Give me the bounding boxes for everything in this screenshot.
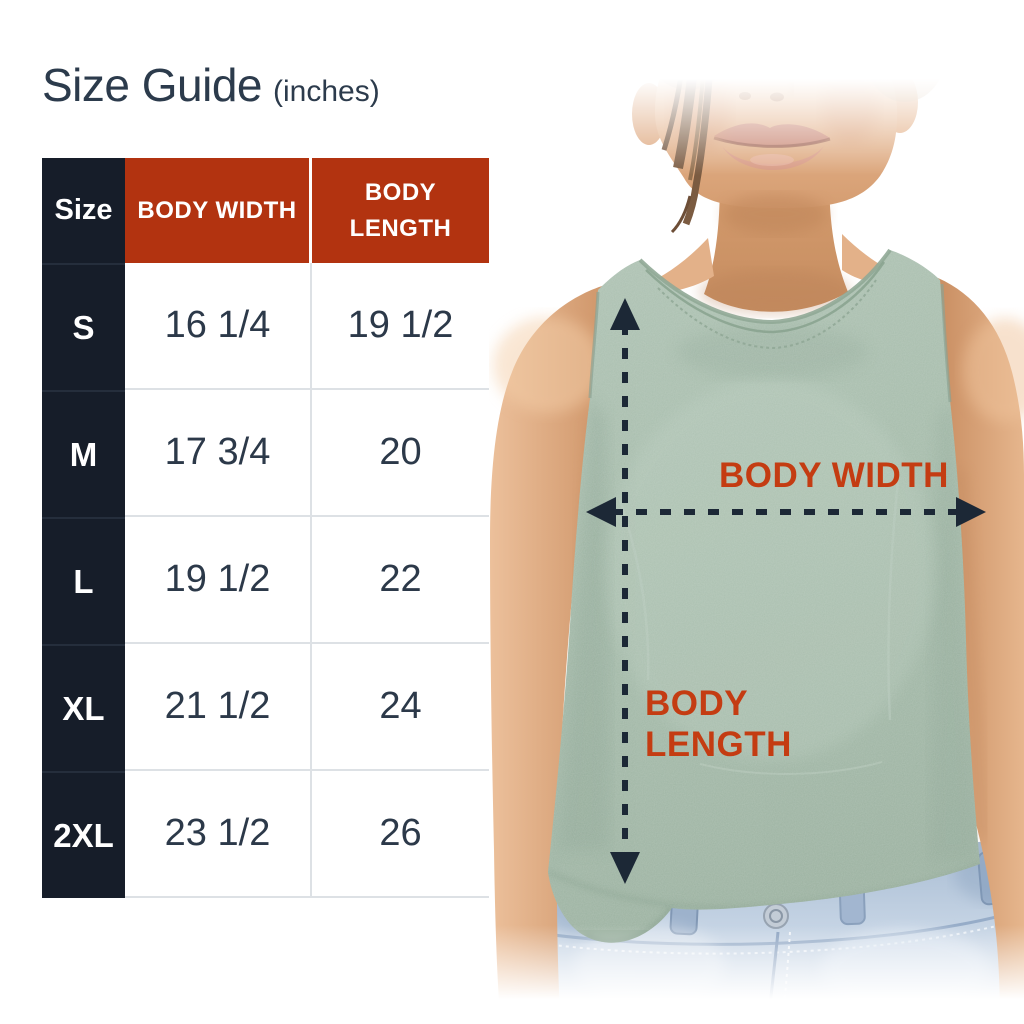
body-length-cell: 20 [312, 390, 489, 517]
column-header-body-length: BODY LENGTH [312, 158, 489, 263]
body-length-cell: 19 1/2 [312, 263, 489, 390]
body-length-cell: 22 [312, 517, 489, 644]
size-cell: 2XL [42, 771, 125, 898]
body-width-arrow [586, 497, 986, 527]
tank-top [548, 248, 980, 943]
size-cell: L [42, 517, 125, 644]
body-length-cell: 24 [312, 644, 489, 771]
page-title-unit: (inches) [273, 75, 380, 108]
body-width-cell: 23 1/2 [125, 771, 312, 898]
body-width-cell: 17 3/4 [125, 390, 312, 517]
top-fade [440, 0, 1024, 175]
column-header-size: Size [42, 158, 125, 263]
column-header-body-width: BODY WIDTH [125, 158, 312, 263]
shoulders [616, 234, 930, 297]
body-width-cell: 19 1/2 [125, 517, 312, 644]
size-cell: XL [42, 644, 125, 771]
body-length-label: BODY LENGTH [645, 684, 792, 764]
body-length-arrow [610, 298, 640, 884]
body-length-cell: 26 [312, 771, 489, 898]
size-cell: M [42, 390, 125, 517]
body-width-cell: 21 1/2 [125, 644, 312, 771]
size-table: Size BODY WIDTH BODY LENGTH S 16 1/4 19 … [42, 158, 489, 898]
size-cell: S [42, 263, 125, 390]
jeans-button [763, 903, 789, 929]
page-title: Size Guide (inches) [42, 58, 380, 112]
page-title-text: Size Guide [42, 59, 263, 111]
body-width-label: BODY WIDTH [719, 456, 949, 495]
bottom-fade [440, 925, 1024, 1024]
body-width-cell: 16 1/4 [125, 263, 312, 390]
